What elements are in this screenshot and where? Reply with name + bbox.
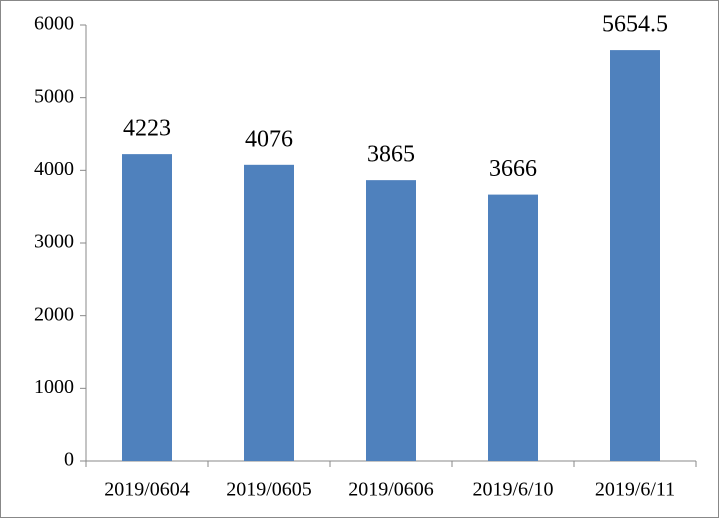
value-label: 3865	[367, 142, 415, 168]
y-tick-label: 4000	[34, 158, 74, 180]
bar	[244, 164, 294, 461]
y-tick-label: 3000	[34, 231, 74, 253]
bar	[610, 50, 660, 462]
bar	[488, 194, 538, 461]
bar	[366, 180, 416, 462]
x-tick-label: 2019/6/10	[472, 479, 553, 501]
y-tick-label: 1000	[34, 376, 74, 398]
x-tick-label: 2019/0605	[226, 479, 312, 501]
y-tick-label: 5000	[34, 85, 74, 107]
x-tick-label: 2019/0604	[104, 479, 190, 501]
value-label: 3666	[489, 156, 537, 182]
y-tick-label: 2000	[34, 303, 74, 325]
y-tick-label: 0	[64, 449, 74, 471]
bar	[122, 154, 172, 461]
y-tick-label: 6000	[34, 13, 74, 35]
value-label: 5654.5	[602, 12, 668, 38]
value-label: 4076	[245, 126, 293, 152]
x-tick-label: 2019/6/11	[595, 479, 675, 501]
x-tick-label: 2019/0606	[348, 479, 434, 501]
value-label: 4223	[123, 116, 171, 142]
